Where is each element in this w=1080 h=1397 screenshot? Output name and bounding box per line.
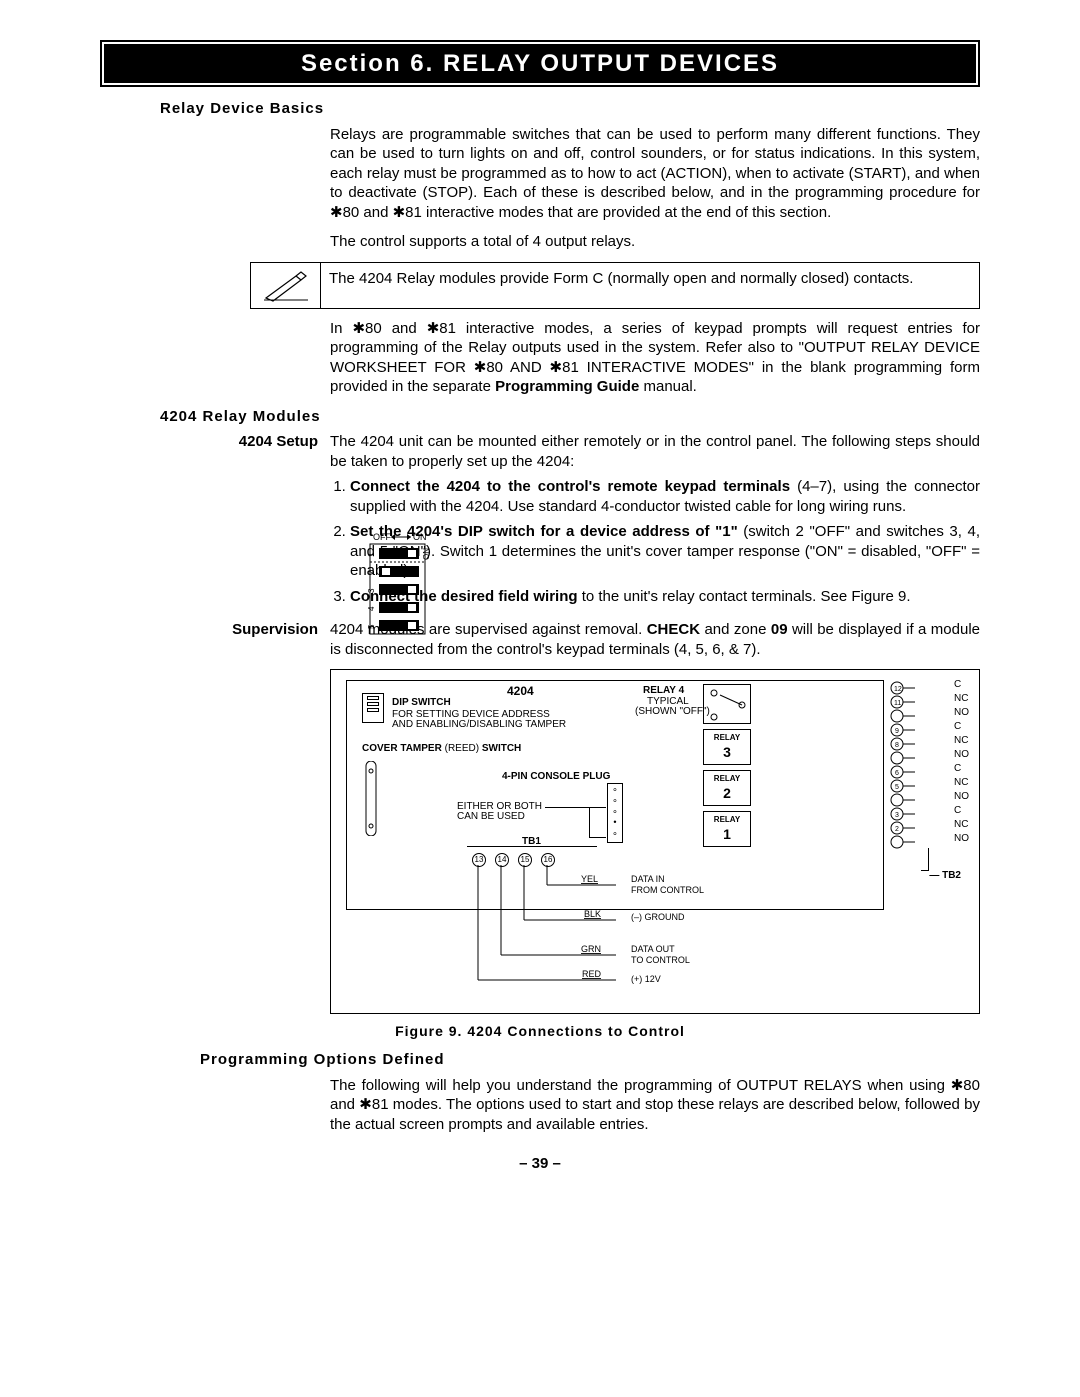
relay1-box: RELAY1: [703, 811, 751, 847]
paragraph-intro: Relays are programmable switches that ca…: [330, 125, 980, 223]
relay2-box: RELAY2: [703, 770, 751, 806]
sup-c: and zone: [700, 621, 771, 638]
svg-text:DATA OUT: DATA OUT: [631, 944, 675, 954]
sup-d: 09: [771, 621, 788, 638]
wire-grn: GRN: [581, 944, 601, 954]
svg-text:2: 2: [895, 826, 899, 833]
note-text: The 4204 Relay modules provide Form C (n…: [321, 263, 979, 308]
step1-bold: Connect the 4204 to the control's remote…: [350, 478, 790, 495]
dip-on-label: ON: [413, 532, 427, 542]
dip-label: DIP SWITCH: [392, 697, 451, 708]
svg-text:DATA IN: DATA IN: [631, 874, 665, 884]
dip-sub2: AND ENABLING/DISABLING TAMPER: [392, 719, 566, 730]
svg-text:8: 8: [895, 742, 899, 749]
tb2-label: — TB2: [929, 870, 961, 881]
svg-text:3: 3: [367, 588, 376, 593]
svg-text:ON: ON: [422, 548, 431, 560]
svg-text:12: 12: [894, 686, 902, 693]
plug-label: 4-PIN CONSOLE PLUG: [502, 771, 610, 782]
svg-text:2: 2: [367, 570, 376, 575]
supervision-label: Supervision: [100, 620, 330, 659]
shown-off: (SHOWN "OFF"): [635, 706, 710, 717]
paragraph-total-relays: The control supports a total of 4 output…: [330, 232, 980, 252]
section-header: Section 6. RELAY OUTPUT DEVICES: [100, 40, 980, 87]
setup-block: 4204 Setup The 4204 unit can be mounted …: [100, 432, 980, 612]
p3-bold: Programming Guide: [495, 378, 639, 395]
either2: CAN BE USED: [457, 811, 525, 822]
step-1: Connect the 4204 to the control's remote…: [350, 477, 980, 516]
svg-text:FROM CONTROL: FROM CONTROL: [631, 885, 704, 895]
subsection-4204-modules: 4204 Relay Modules: [160, 407, 980, 427]
svg-text:5: 5: [367, 624, 376, 629]
diag-title: 4204: [507, 685, 534, 698]
subsection-programming-options: Programming Options Defined: [200, 1050, 980, 1070]
relay3-box: RELAY3: [703, 729, 751, 765]
svg-text:5: 5: [895, 784, 899, 791]
paragraph-programming-intro: The following will help you understand t…: [330, 1076, 980, 1135]
relay4-label: RELAY 4: [643, 685, 684, 696]
plug-box: ∘∘∘•∘: [607, 783, 623, 843]
cover-tamper: COVER TAMPER (REED) SWITCH: [362, 743, 521, 754]
note-box: The 4204 Relay modules provide Form C (n…: [250, 262, 980, 309]
svg-text:11: 11: [894, 700, 901, 707]
wire-diagram: YEL BLK GRN RED DATA INFROM CONTROL (–) …: [346, 865, 886, 1010]
pencil-icon: [251, 263, 321, 308]
wire-yel: YEL: [581, 874, 598, 884]
wire-red: RED: [582, 969, 602, 979]
sup-b: CHECK: [647, 621, 700, 638]
svg-text:(+) 12V: (+) 12V: [631, 974, 661, 984]
setup-label: 4204 Setup: [100, 432, 330, 612]
tb2-terminals: 12 11 9 8 6 5 3 2: [887, 680, 927, 861]
cncno-labels: CNCNO CNCNO CNCNO CNCNO: [954, 678, 969, 846]
wire-blk: BLK: [584, 909, 601, 919]
svg-text:TO CONTROL: TO CONTROL: [631, 955, 690, 965]
svg-text:6: 6: [895, 770, 899, 777]
step-2: Set the 4204's DIP switch for a device a…: [350, 522, 980, 581]
relay4-box: [703, 684, 751, 724]
step-3: Connect the desired field wiring to the …: [350, 587, 980, 607]
subsection-relay-basics: Relay Device Basics: [160, 99, 980, 119]
setup-intro: The 4204 unit can be mounted either remo…: [330, 432, 980, 471]
supervision-block: Supervision 4204 modules are supervised …: [100, 620, 980, 659]
dip-icon: [362, 693, 384, 723]
paragraph-interactive-modes: In ✱80 and ✱81 interactive modes, a seri…: [330, 319, 980, 397]
figure-caption: Figure 9. 4204 Connections to Control: [100, 1022, 980, 1040]
figure-9-diagram: 4204 DIP SWITCH FOR SETTING DEVICE ADDRE…: [330, 669, 980, 1014]
p3-part2: manual.: [639, 378, 697, 395]
svg-text:(–) GROUND: (–) GROUND: [631, 912, 685, 922]
svg-text:1: 1: [367, 552, 376, 557]
dip-off-label: OFF: [373, 532, 391, 542]
svg-text:3: 3: [895, 812, 899, 819]
svg-text:4: 4: [367, 606, 376, 611]
dip-switch-figure: OFF ON 1 2 3 4 5 ON: [365, 530, 435, 646]
step3-rest: to the unit's relay contact terminals. S…: [578, 588, 911, 605]
page-number: – 39 –: [100, 1154, 980, 1174]
svg-text:9: 9: [895, 728, 899, 735]
